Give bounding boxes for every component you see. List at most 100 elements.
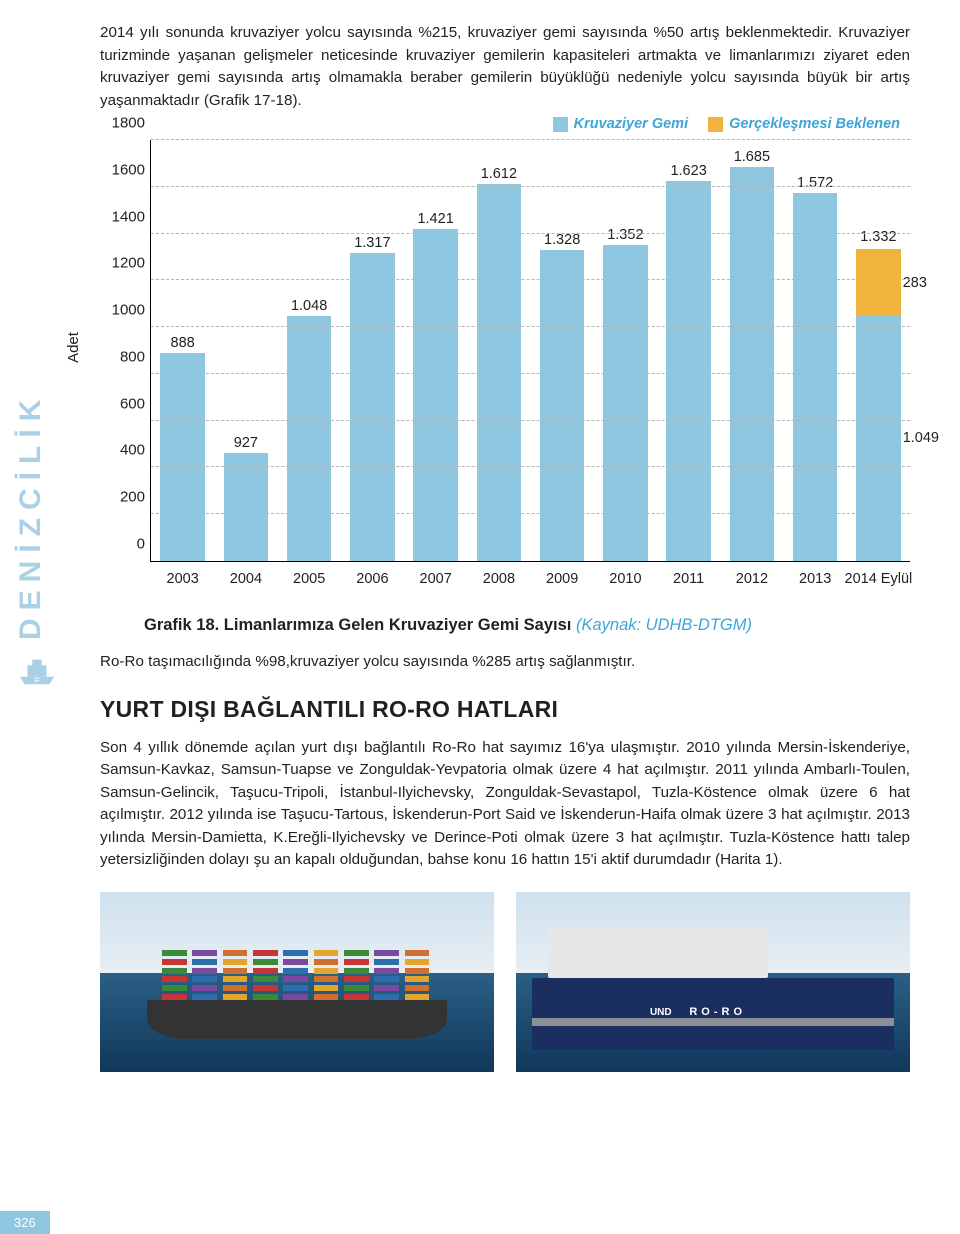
bar-value-label: 1.685 xyxy=(725,149,778,167)
y-tick: 400 xyxy=(107,442,145,459)
container-box xyxy=(314,959,339,965)
container-box xyxy=(192,959,217,965)
bar-value-label: 1.612 xyxy=(472,166,525,184)
container-box xyxy=(283,985,308,991)
bar: 1.685 xyxy=(730,167,774,561)
container-box xyxy=(283,950,308,956)
gridline xyxy=(151,233,910,234)
mid-paragraph: Ro-Ro taşımacılığında %98,kruvaziyer yol… xyxy=(100,651,910,674)
bar-column: 1.3322831.0492014 Eylül xyxy=(847,140,910,561)
bar-column: 8882003 xyxy=(151,140,214,561)
bar-column: 1.5722013 xyxy=(784,140,847,561)
container-box xyxy=(314,985,339,991)
container-box xyxy=(162,976,187,982)
photo-roro-ship: UND RO-RO xyxy=(516,892,910,1072)
container-box xyxy=(283,976,308,982)
container-box xyxy=(314,968,339,974)
legend-label-2: Gerçekleşmesi Beklenen xyxy=(729,116,900,132)
container-box xyxy=(314,950,339,956)
container-box xyxy=(374,976,399,982)
bar-value-label: 1.048 xyxy=(283,298,336,316)
y-tick: 1600 xyxy=(107,161,145,178)
container-box xyxy=(344,959,369,965)
container-box xyxy=(192,994,217,1000)
bar-column: 1.6852012 xyxy=(720,140,783,561)
body-paragraph: Son 4 yıllık dönemde açılan yurt dışı ba… xyxy=(100,737,910,872)
y-tick: 1200 xyxy=(107,255,145,272)
container-box xyxy=(405,976,430,982)
y-tick: 0 xyxy=(107,536,145,553)
container-box xyxy=(192,968,217,974)
container-box xyxy=(283,959,308,965)
container-box xyxy=(405,968,430,974)
container-box xyxy=(253,959,278,965)
chart-caption: Grafik 18. Limanlarımıza Gelen Kruvaziye… xyxy=(144,616,910,635)
photo-row: UND RO-RO xyxy=(100,892,910,1072)
bar-stack-label: 283 xyxy=(903,275,927,291)
bar: 1.3322831.049 xyxy=(856,316,900,561)
container-box xyxy=(253,985,278,991)
container-box xyxy=(192,950,217,956)
bar-stack xyxy=(856,249,900,315)
container-box xyxy=(405,985,430,991)
container-box xyxy=(374,994,399,1000)
bar-chart: Adet 888200392720041.04820051.31720061.4… xyxy=(106,134,910,604)
bar-value-label: 1.328 xyxy=(536,232,589,250)
bar: 1.317 xyxy=(350,253,394,561)
bar-column: 1.3522010 xyxy=(594,140,657,561)
container-box xyxy=(223,976,248,982)
legend-swatch-1 xyxy=(553,117,568,132)
container-box xyxy=(162,994,187,1000)
container-box xyxy=(283,968,308,974)
container-box xyxy=(223,968,248,974)
container-box xyxy=(405,994,430,1000)
container-box xyxy=(223,994,248,1000)
container-box xyxy=(192,976,217,982)
container-box xyxy=(405,959,430,965)
container-box xyxy=(253,994,278,1000)
gridline xyxy=(151,139,910,140)
plot-area: 888200392720041.04820051.31720061.421200… xyxy=(150,140,910,562)
container-box xyxy=(374,950,399,956)
container-box xyxy=(344,976,369,982)
container-box xyxy=(223,985,248,991)
container-box xyxy=(192,985,217,991)
bar-value-label: 1.623 xyxy=(662,163,715,181)
bar-column: 1.3282009 xyxy=(531,140,594,561)
y-tick: 1800 xyxy=(107,115,145,132)
y-tick: 800 xyxy=(107,348,145,365)
container-box xyxy=(283,994,308,1000)
bar: 1.328 xyxy=(540,250,584,561)
section-heading: YURT DIŞI BAĞLANTILI RO-RO HATLARI xyxy=(100,696,910,723)
container-box xyxy=(344,994,369,1000)
gridline xyxy=(151,513,910,514)
container-box xyxy=(223,959,248,965)
container-box xyxy=(344,985,369,991)
container-box xyxy=(162,959,187,965)
bar: 927 xyxy=(224,453,268,561)
y-tick: 1000 xyxy=(107,302,145,319)
bar-column: 1.6122008 xyxy=(467,140,530,561)
bar-column: 1.0482005 xyxy=(278,140,341,561)
bar-column: 1.3172006 xyxy=(341,140,404,561)
bar: 1.572 xyxy=(793,193,837,561)
container-box xyxy=(374,959,399,965)
container-box xyxy=(344,968,369,974)
gridline xyxy=(151,373,910,374)
gridline xyxy=(151,326,910,327)
container-box xyxy=(223,950,248,956)
bar: 888 xyxy=(160,353,204,561)
legend-swatch-2 xyxy=(708,117,723,132)
bar-column: 1.6232011 xyxy=(657,140,720,561)
gridline xyxy=(151,186,910,187)
bar-value-label: 1.352 xyxy=(599,227,652,245)
container-box xyxy=(162,950,187,956)
intro-paragraph: 2014 yılı sonunda kruvaziyer yolcu sayıs… xyxy=(100,22,910,112)
gridline xyxy=(151,279,910,280)
bars-container: 888200392720041.04820051.31720061.421200… xyxy=(151,140,910,561)
bar-value-label: 1.421 xyxy=(409,211,462,229)
container-box xyxy=(253,968,278,974)
container-box xyxy=(253,950,278,956)
bar-column: 9272004 xyxy=(214,140,277,561)
chart-legend: Kruvaziyer Gemi Gerçekleşmesi Beklenen xyxy=(100,116,910,132)
